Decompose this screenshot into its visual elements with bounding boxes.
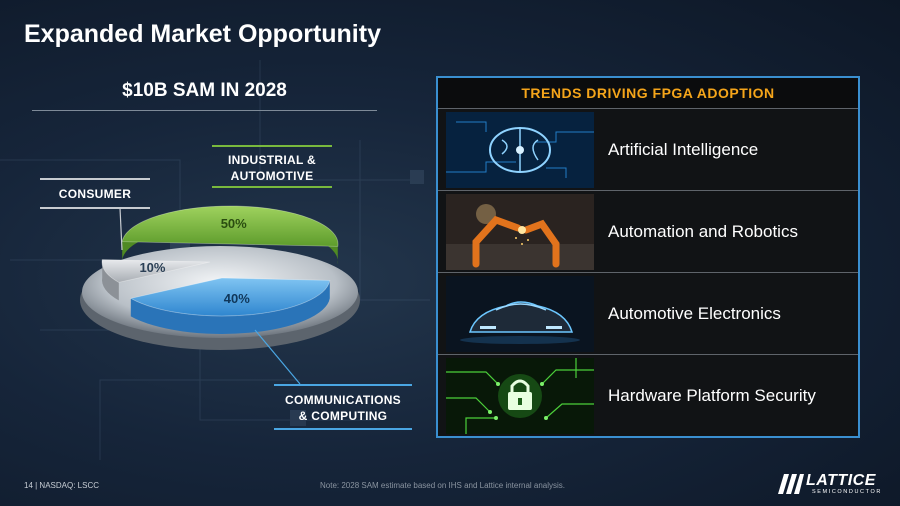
trend-item-ai: Artificial Intelligence	[438, 108, 858, 191]
pie-value-label: 40%	[224, 291, 250, 306]
lattice-logo-mark-icon	[778, 474, 804, 494]
sam-pie-chart: 50% 40% 10%	[80, 205, 360, 350]
trend-label: Artificial Intelligence	[608, 140, 759, 159]
trend-item-automotive: Automotive Electronics	[438, 272, 858, 355]
pie-slice	[101, 259, 211, 283]
label-industrial-automotive: INDUSTRIAL & AUTOMOTIVE	[227, 153, 317, 183]
trend-label: Hardware Platform Security	[608, 386, 816, 405]
label-line-comms-bottom	[274, 428, 412, 430]
pie-value-label: 50%	[221, 216, 247, 231]
footer-page-number: 14 | NASDAQ: LSCC	[24, 481, 99, 490]
trend-label: Automation and Robotics	[608, 222, 798, 241]
pie-slice	[121, 205, 339, 247]
padlock-circuit-icon	[446, 358, 594, 434]
label-line-industrial-top	[212, 145, 332, 147]
pie-slice-side	[101, 259, 119, 301]
car-icon	[446, 276, 594, 352]
sam-heading-rule	[32, 110, 377, 111]
trend-item-security: Hardware Platform Security	[438, 354, 858, 437]
label-line-comms-top	[274, 384, 412, 386]
pie-value-label: 10%	[139, 260, 165, 275]
label-consumer: CONSUMER	[58, 187, 132, 201]
trend-item-robotics: Automation and Robotics	[438, 190, 858, 273]
footer-note: Note: 2028 SAM estimate based on IHS and…	[320, 481, 566, 490]
slide-title: Expanded Market Opportunity	[24, 20, 381, 48]
brain-circuit-icon	[446, 112, 594, 188]
lattice-logo: LATTICE SEMICONDUCTOR	[778, 472, 888, 498]
pie-slice-side	[130, 280, 330, 334]
logo-subtitle: SEMICONDUCTOR	[812, 489, 882, 495]
robot-arm-icon	[446, 194, 594, 270]
trends-heading: TRENDS DRIVING FPGA ADOPTION	[438, 78, 858, 108]
label-communications-computing: COMMUNICATIONS & COMPUTING	[285, 393, 401, 423]
trends-panel: TRENDS DRIVING FPGA ADOPTION Artificial …	[436, 76, 860, 438]
trend-label: Automotive Electronics	[608, 304, 781, 323]
sam-heading: $10B SAM IN 2028	[122, 80, 287, 101]
pie-slice	[129, 277, 331, 317]
logo-wordmark: LATTICE	[806, 472, 876, 489]
label-line-consumer-bottom	[40, 207, 150, 209]
label-line-industrial-bottom	[212, 186, 332, 188]
label-line-consumer-top	[40, 178, 150, 180]
